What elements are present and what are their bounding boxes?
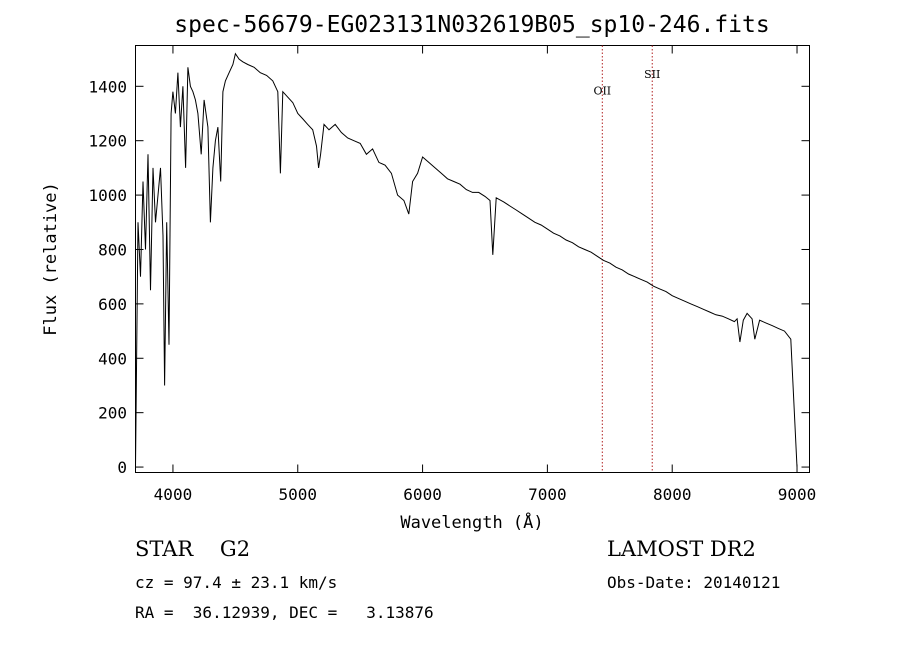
survey-text: LAMOST DR2 xyxy=(607,537,756,561)
x-axis-label: Wavelength (Å) xyxy=(400,511,543,533)
coordinates-text: RA = 36.12939, DEC = 3.13876 xyxy=(135,603,434,622)
x-tick-label: 7000 xyxy=(528,485,567,504)
y-tick-label: 1400 xyxy=(88,77,127,96)
y-tick-label: 0 xyxy=(117,458,127,477)
y-tick-label: 1000 xyxy=(88,186,127,205)
plot-frame xyxy=(135,45,810,473)
x-tick-label: 9000 xyxy=(778,485,817,504)
y-tick-label: 800 xyxy=(98,240,127,259)
spectrum-line xyxy=(135,52,798,468)
redshift-text: cz = 97.4 ± 23.1 km/s xyxy=(135,573,338,592)
x-tick-label: 4000 xyxy=(154,485,193,504)
y-axis-label: Flux (relative) xyxy=(41,182,61,336)
y-tick-label: 200 xyxy=(98,404,127,423)
chart-title: spec-56679-EG023131N032619B05_sp10-246.f… xyxy=(174,12,769,38)
x-tick-label: 6000 xyxy=(403,485,442,504)
classification-text: STAR G2 xyxy=(135,537,251,561)
y-tick-label: 600 xyxy=(98,295,127,314)
y-axis-ticks: 0 200 400 600 800 1000 1200 1400 xyxy=(88,77,810,477)
y-tick-label: 400 xyxy=(98,349,127,368)
emission-line-label: OII xyxy=(593,84,611,97)
emission-line-label: SII xyxy=(644,68,660,81)
x-tick-label: 5000 xyxy=(278,485,317,504)
annotation-layer: OII SII xyxy=(593,45,660,473)
obs-date-text: Obs-Date: 20140121 xyxy=(607,573,781,592)
x-axis-ticks: 4000 5000 6000 7000 8000 9000 xyxy=(154,45,817,504)
x-tick-label: 8000 xyxy=(653,485,692,504)
y-tick-label: 1200 xyxy=(88,132,127,151)
